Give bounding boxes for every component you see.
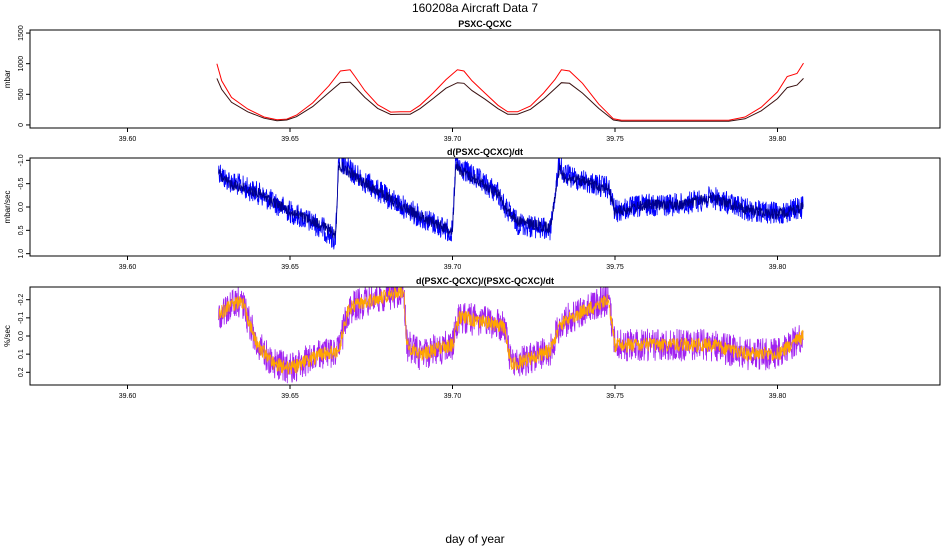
x-tick-label: 39.70 — [444, 393, 462, 400]
x-tick-label: 39.60 — [119, 393, 137, 400]
series-line-navy — [218, 161, 804, 239]
y-tick-label: -1.0 — [18, 154, 25, 166]
x-tick-label: 39.65 — [281, 393, 299, 400]
panel-title: d(PSXC-QCXC)/(PSXC-QCXC)/dt — [416, 276, 554, 286]
plot-frame — [29, 286, 941, 386]
series-line-orange — [218, 287, 804, 375]
panel-relative-derivative: d(PSXC-QCXC)/(PSXC-QCXC)/dt %/sec 39.60 39.… — [3, 276, 941, 400]
series-path-orange — [218, 287, 804, 375]
x-tick-label: 39.80 — [769, 136, 787, 143]
y-tick-label: 0.1 — [18, 349, 25, 359]
panel-pressure: PSXC-QCXC mbar 39.60 39.65 39.70 39.75 39.80 0 5… — [3, 19, 941, 143]
y-axis-label: mbar — [3, 70, 12, 89]
x-tick-label: 39.75 — [606, 393, 624, 400]
figure-title: 160208a Aircraft Data 7 — [412, 1, 538, 15]
x-tick-label: 39.75 — [606, 136, 624, 143]
y-tick-label: -0.2 — [18, 294, 25, 306]
x-tick-label: 39.70 — [444, 264, 462, 271]
panel-title: PSXC-QCXC — [458, 19, 512, 29]
series-line-red — [216, 62, 804, 121]
x-tick-label: 39.60 — [119, 264, 137, 271]
y-tick-label: 1.0 — [18, 249, 25, 259]
y-tick-label: 0.0 — [18, 331, 25, 341]
plot-frame — [29, 29, 941, 129]
y-tick-label: 0.0 — [18, 202, 25, 212]
series-path-dark — [216, 78, 804, 122]
y-tick-label: 500 — [18, 88, 25, 100]
x-tick-label: 39.65 — [281, 264, 299, 271]
x-tick-label: 39.70 — [444, 136, 462, 143]
plot-frame — [29, 157, 941, 257]
series-path-navy — [218, 161, 804, 239]
y-axis-label: %/sec — [3, 325, 12, 347]
y-tick-label: -0.1 — [18, 312, 25, 324]
y-tick-label: 0.2 — [18, 367, 25, 377]
x-axis-label: day of year — [445, 532, 504, 546]
y-tick-label: -0.5 — [18, 178, 25, 190]
y-tick-label: 0.5 — [18, 225, 25, 235]
y-axis-label: mbar/sec — [3, 191, 12, 224]
y-tick-label: 1500 — [18, 25, 25, 41]
x-tick-label: 39.80 — [769, 264, 787, 271]
panel-title: d(PSXC-QCXC)/dt — [447, 147, 523, 157]
y-tick-label: 1000 — [18, 56, 25, 72]
x-tick-label: 39.60 — [119, 136, 137, 143]
x-tick-label: 39.80 — [769, 393, 787, 400]
panel-derivative: d(PSXC-QCXC)/dt mbar/sec 39.60 39.65 39.70 39… — [3, 147, 941, 271]
series-line-dark — [216, 78, 804, 122]
y-tick-label: 0 — [18, 123, 25, 127]
series-path-red — [216, 62, 804, 121]
x-tick-label: 39.65 — [281, 136, 299, 143]
x-tick-label: 39.75 — [606, 264, 624, 271]
